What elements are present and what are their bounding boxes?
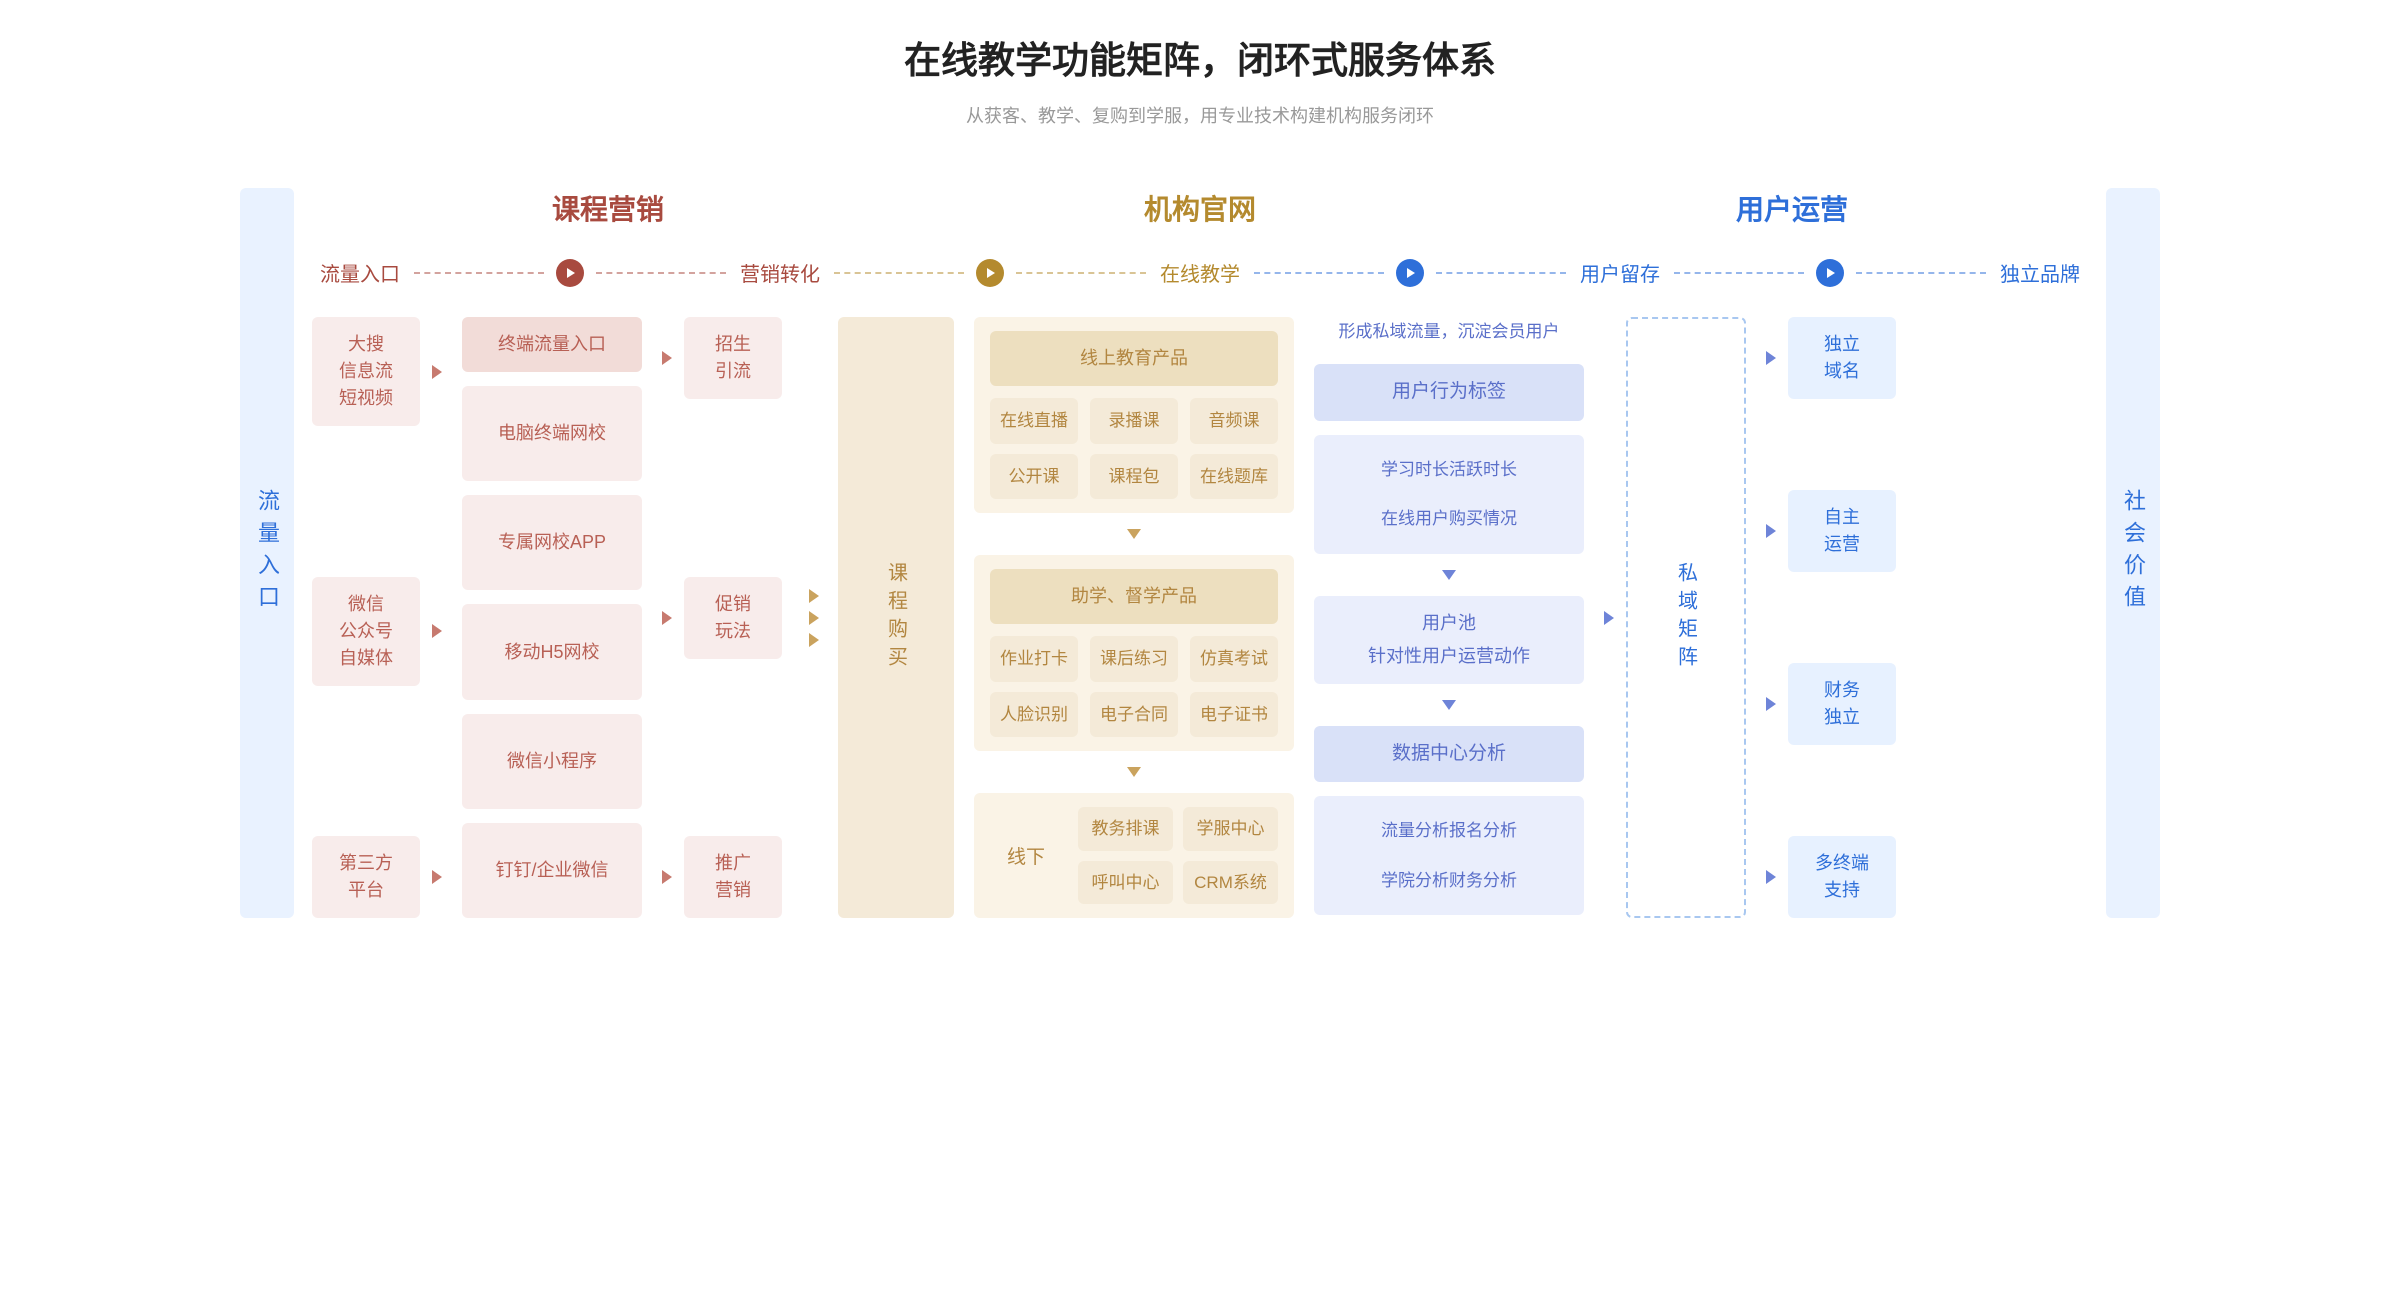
convert-box: 促销 玩法 xyxy=(684,577,782,659)
panel-head: 助学、督学产品 xyxy=(990,569,1278,624)
arrow-right-icon xyxy=(432,870,442,884)
arrow-right-icon xyxy=(662,351,672,365)
brand-box: 财务 独立 xyxy=(1788,663,1896,745)
chip: CRM系统 xyxy=(1183,861,1278,905)
metric: 在线用户 xyxy=(1381,506,1449,532)
terminal-item: 专属网校APP xyxy=(462,495,642,590)
traffic-box: 大搜 信息流 短视频 xyxy=(312,317,420,426)
brand-box: 独立 域名 xyxy=(1788,317,1896,399)
pool-line: 针对性用户运营动作 xyxy=(1368,643,1530,670)
arrow-down-icon xyxy=(1314,698,1584,712)
chip: 课程包 xyxy=(1090,454,1178,500)
flow-l5: 独立品牌 xyxy=(1992,258,2088,287)
arrow-down-icon xyxy=(1314,568,1584,582)
traffic-box: 第三方 平台 xyxy=(312,836,420,918)
flow-dot-icon xyxy=(976,259,1004,287)
retain-head: 数据中心分析 xyxy=(1314,726,1584,783)
arrow-down-icon xyxy=(974,527,1294,541)
retain-head: 用户行为标签 xyxy=(1314,364,1584,421)
chip: 呼叫中心 xyxy=(1078,861,1173,905)
arrow-right-icon xyxy=(1766,870,1776,884)
online-panel-1: 线上教育产品 在线直播 录播课 音频课 公开课 课程包 在线题库 xyxy=(974,317,1294,513)
arrow-down-icon xyxy=(974,765,1294,779)
panel-head: 线上教育产品 xyxy=(990,331,1278,386)
convert-box: 招生 引流 xyxy=(684,317,782,399)
flow-l3: 在线教学 xyxy=(1152,258,1248,287)
arrow-right-icon xyxy=(432,624,442,638)
left-bar: 流量入口 xyxy=(240,188,294,918)
terminal-item: 钉钉/企业微信 xyxy=(462,823,642,918)
arrow-right-icon xyxy=(1604,611,1614,625)
metric: 财务分析 xyxy=(1449,868,1517,894)
arrow-right-icon xyxy=(809,589,819,603)
chip: 学服中心 xyxy=(1183,807,1278,851)
chip: 课后练习 xyxy=(1090,636,1178,682)
arrow-right-icon xyxy=(662,870,672,884)
chip: 在线题库 xyxy=(1190,454,1278,500)
metric: 购买情况 xyxy=(1449,506,1517,532)
flow-row: 流量入口 营销转化 在线教学 用户留存 独立品牌 xyxy=(312,258,2088,287)
metric: 流量分析 xyxy=(1381,818,1449,844)
brand-box: 自主 运营 xyxy=(1788,490,1896,572)
chip: 仿真考试 xyxy=(1190,636,1278,682)
flow-dot-icon xyxy=(1396,259,1424,287)
terminal-item: 移动H5网校 xyxy=(462,604,642,699)
chip: 人脸识别 xyxy=(990,692,1078,738)
flow-dot-icon xyxy=(556,259,584,287)
offline-panel: 线下 教务排课 学服中心 呼叫中心 CRM系统 xyxy=(974,793,1294,918)
metric: 活跃时长 xyxy=(1449,457,1517,483)
page-subtitle: 从获客、教学、复购到学服，用专业技术构建机构服务闭环 xyxy=(0,102,2400,128)
retain-caption: 形成私域流量，沉淀会员用户 xyxy=(1314,317,1584,342)
metric: 学院分析 xyxy=(1381,868,1449,894)
page-title: 在线教学功能矩阵，闭环式服务体系 xyxy=(0,30,2400,84)
online-panel-2: 助学、督学产品 作业打卡 课后练习 仿真考试 人脸识别 电子合同 电子证书 xyxy=(974,555,1294,751)
chip: 电子合同 xyxy=(1090,692,1178,738)
chip: 公开课 xyxy=(990,454,1078,500)
chip: 录播课 xyxy=(1090,398,1178,444)
brand-box: 多终端 支持 xyxy=(1788,836,1896,918)
metric: 报名分析 xyxy=(1449,818,1517,844)
section-ops: 用户运营 xyxy=(1496,188,2088,228)
retain-pool: 用户池 针对性用户运营动作 xyxy=(1314,596,1584,684)
chip: 电子证书 xyxy=(1190,692,1278,738)
chip: 作业打卡 xyxy=(990,636,1078,682)
terminal-item: 电脑终端网校 xyxy=(462,386,642,481)
right-bar: 社会价值 xyxy=(2106,188,2160,918)
convert-box: 推广 营销 xyxy=(684,836,782,918)
arrow-right-icon xyxy=(662,611,672,625)
flow-dot-icon xyxy=(1816,259,1844,287)
bridge-box: 课程购买 xyxy=(838,317,954,918)
arrow-right-icon xyxy=(1766,524,1776,538)
diagram: 流量入口 课程营销 机构官网 用户运营 流量入口 营销转化 在线教学 xyxy=(0,188,2400,918)
flow-l1: 流量入口 xyxy=(312,258,408,287)
pool-line: 用户池 xyxy=(1422,610,1476,637)
section-site: 机构官网 xyxy=(904,188,1496,228)
retain-grid: 流量分析报名分析 学院分析财务分析 xyxy=(1314,796,1584,915)
arrow-right-icon xyxy=(809,633,819,647)
arrow-right-icon xyxy=(809,611,819,625)
chip: 教务排课 xyxy=(1078,807,1173,851)
chip: 音频课 xyxy=(1190,398,1278,444)
chip: 在线直播 xyxy=(990,398,1078,444)
section-marketing: 课程营销 xyxy=(312,188,904,228)
metric: 学习时长 xyxy=(1381,457,1449,483)
terminal-head: 终端流量入口 xyxy=(462,317,642,372)
arrow-right-icon xyxy=(432,365,442,379)
flow-l2: 营销转化 xyxy=(732,258,828,287)
private-box: 私域矩阵 xyxy=(1626,317,1746,918)
arrow-right-icon xyxy=(1766,697,1776,711)
flow-l4: 用户留存 xyxy=(1572,258,1668,287)
offline-label: 线下 xyxy=(990,842,1062,869)
traffic-box: 微信 公众号 自媒体 xyxy=(312,577,420,686)
terminal-item: 微信小程序 xyxy=(462,714,642,809)
retain-grid: 学习时长活跃时长 在线用户购买情况 xyxy=(1314,435,1584,554)
arrow-right-icon xyxy=(1766,351,1776,365)
